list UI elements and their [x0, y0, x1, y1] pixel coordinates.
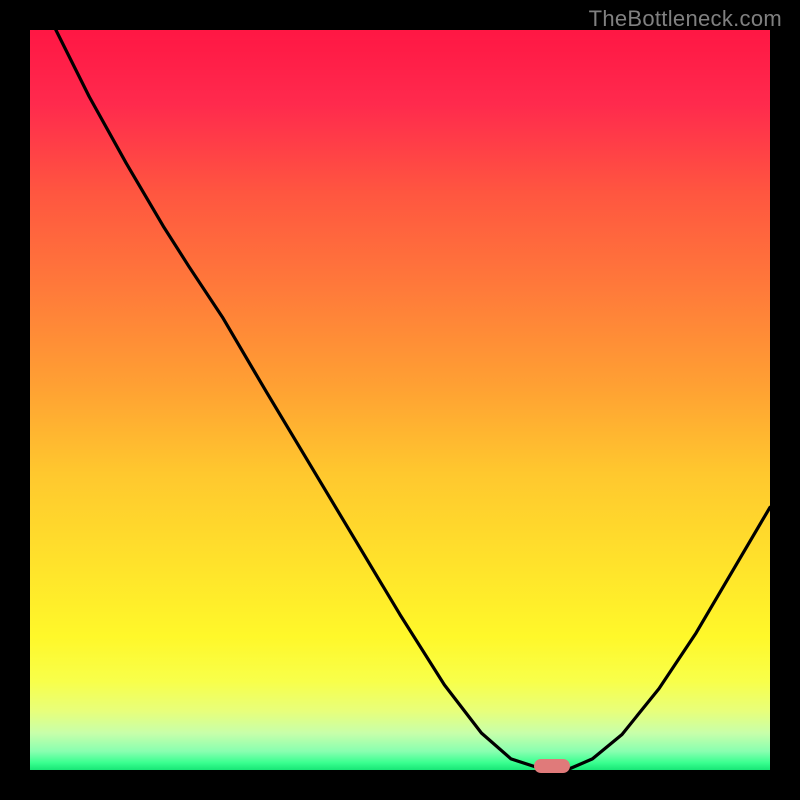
chart-curve	[30, 30, 770, 770]
watermark-text: TheBottleneck.com	[589, 6, 782, 32]
optimal-marker	[534, 759, 570, 773]
bottleneck-chart	[30, 30, 770, 770]
